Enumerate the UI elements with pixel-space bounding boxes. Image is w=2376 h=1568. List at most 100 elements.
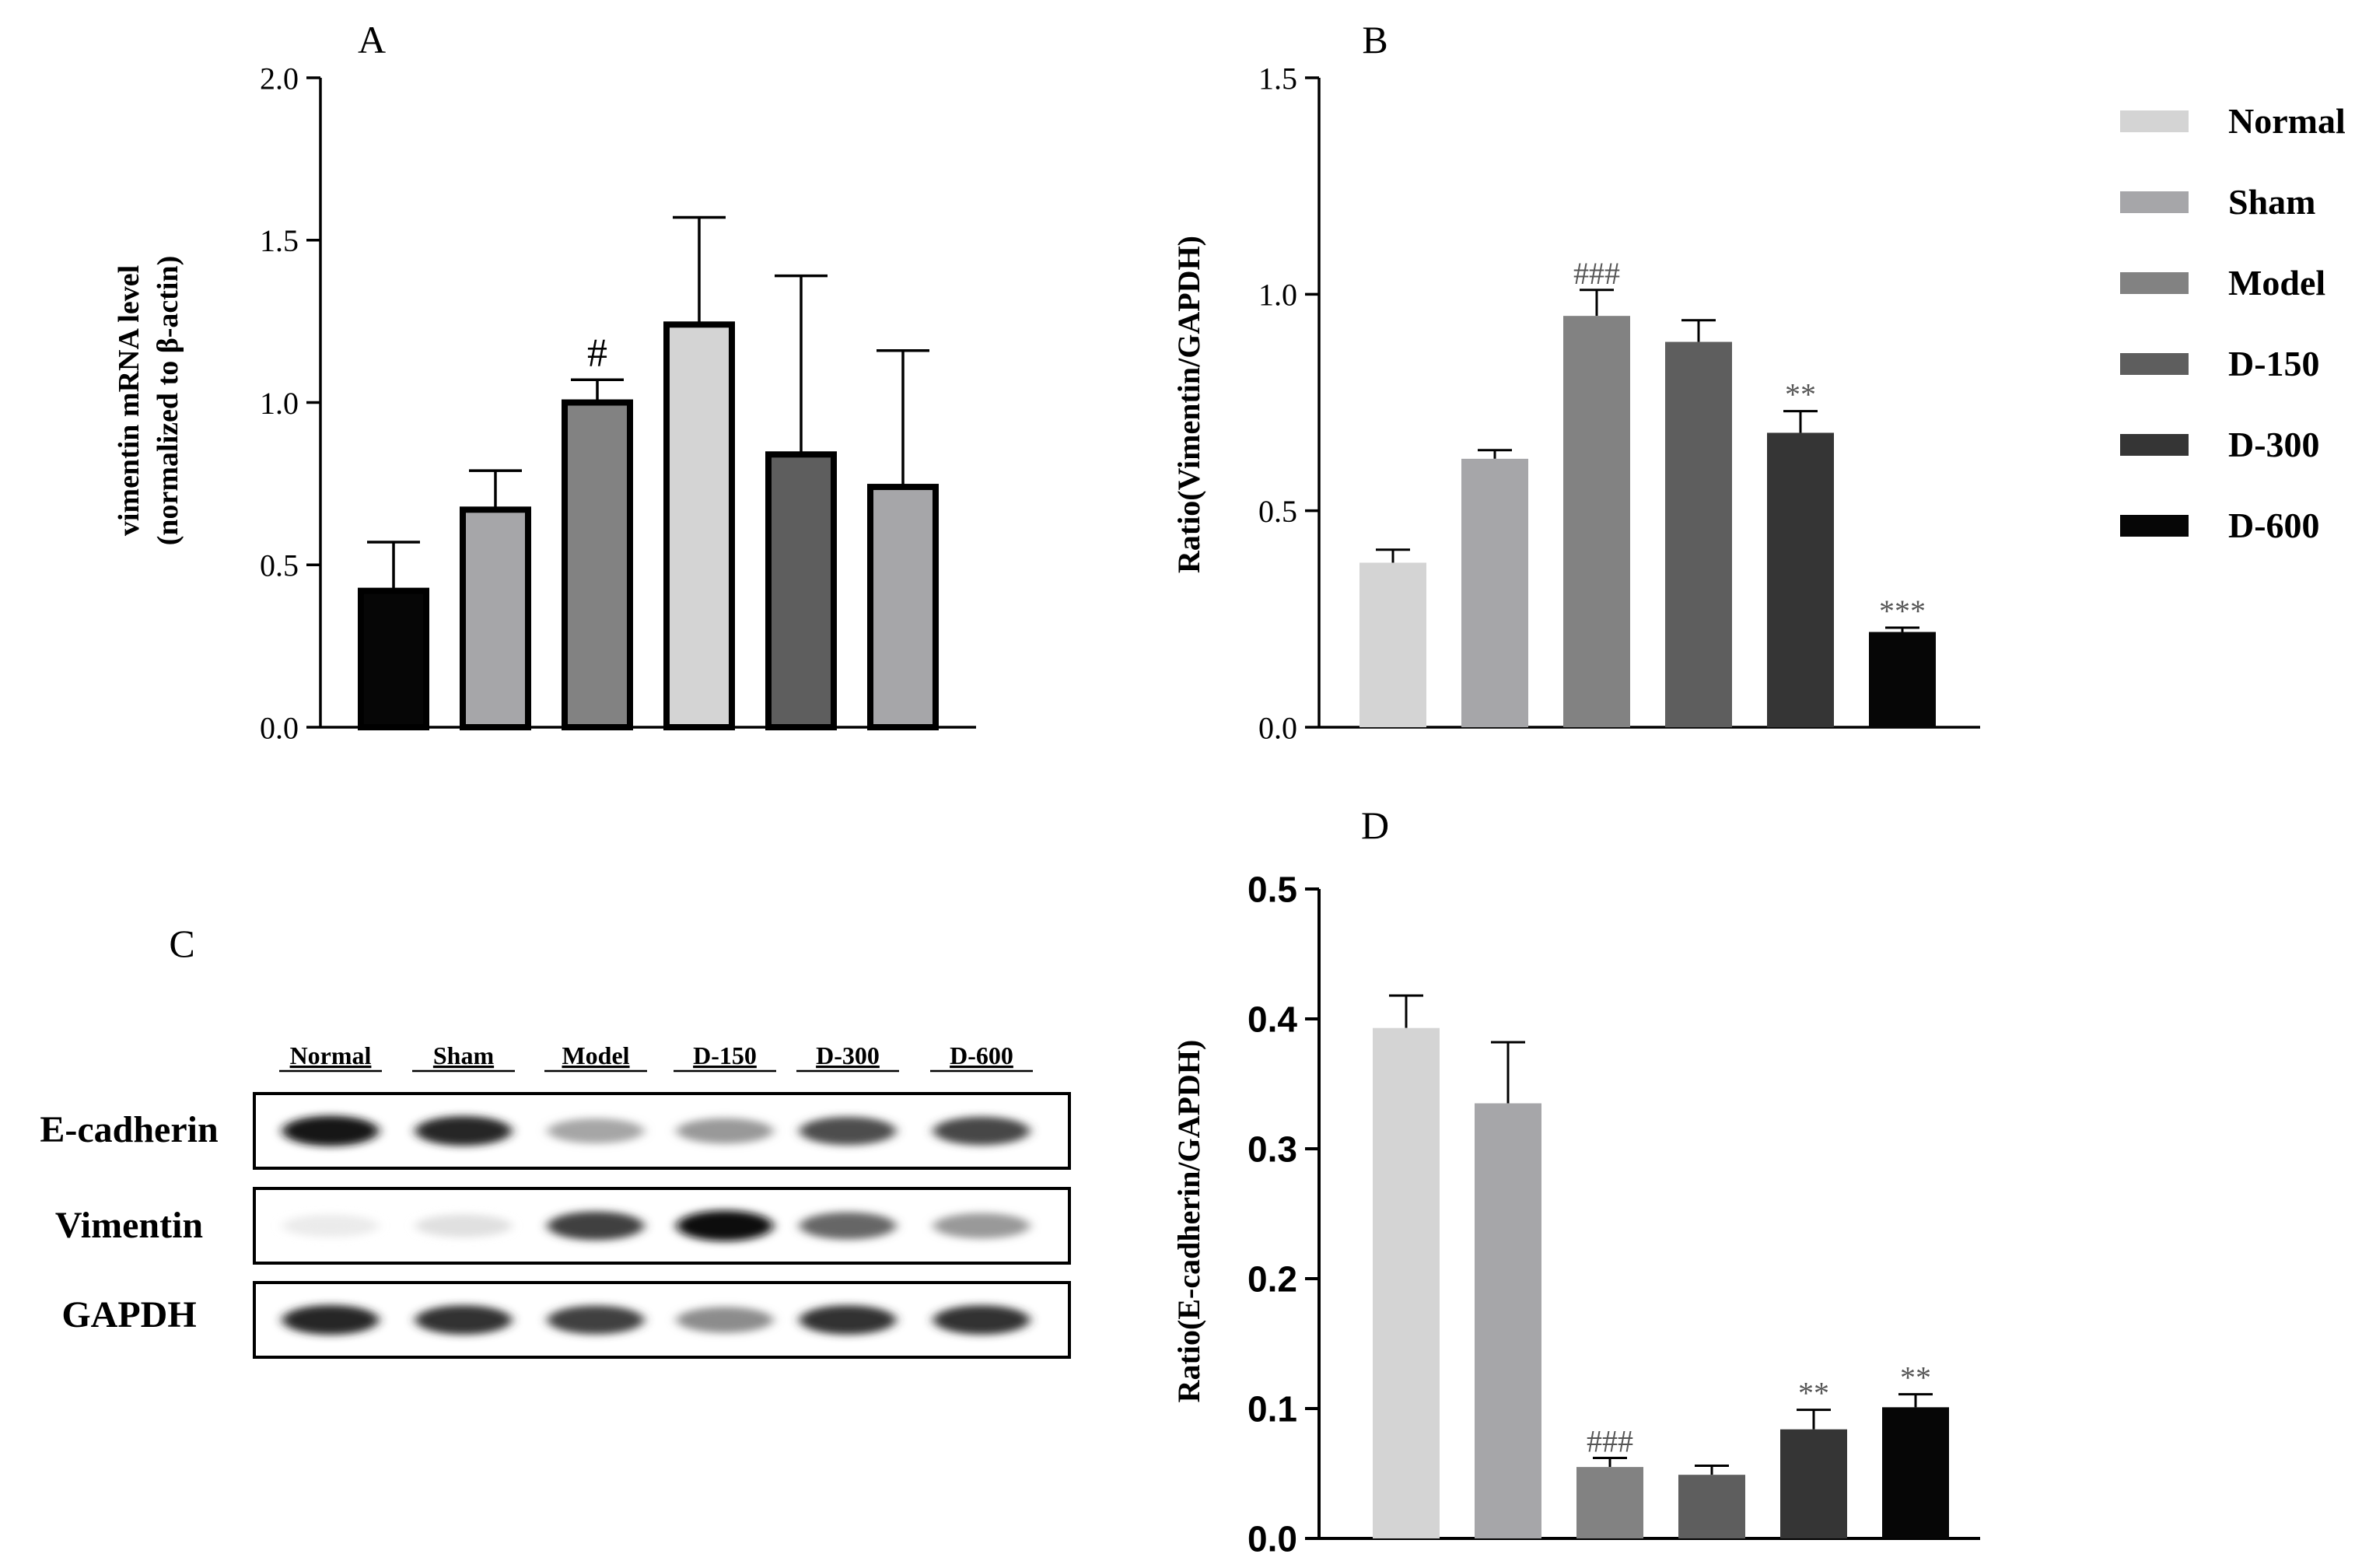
bar	[1461, 458, 1528, 727]
significance-label: **	[1798, 1376, 1829, 1411]
blot-row-label: Vimentin	[55, 1205, 203, 1246]
bar	[1665, 341, 1732, 727]
blot-lane-label: Model	[562, 1041, 629, 1069]
bar	[663, 321, 735, 730]
legend-label: D-600	[2228, 506, 2320, 545]
blot-lane-label: Normal	[290, 1041, 372, 1069]
blot-lane-label: D-600	[950, 1041, 1013, 1069]
legend-swatch	[2120, 353, 2189, 375]
bar	[765, 451, 837, 730]
y-tick-label: 1.0	[260, 386, 299, 421]
bar	[1767, 432, 1834, 727]
legend-label: D-150	[2228, 344, 2320, 383]
bar	[1563, 316, 1630, 728]
y-tick-label: 0.0	[1247, 1519, 1297, 1559]
blot-band	[677, 1307, 773, 1333]
blot-band	[415, 1214, 512, 1237]
legend-swatch	[2120, 191, 2189, 213]
panel-label-b: B	[1362, 18, 1387, 61]
y-tick-label: 1.0	[1258, 278, 1297, 313]
panel-a: A vimentin mRNA level (normalized to β-a…	[113, 18, 976, 745]
blot-band	[677, 1210, 773, 1241]
legend-swatch	[2120, 434, 2189, 456]
y-tick-label: 0.0	[1258, 710, 1297, 745]
bar	[1882, 1407, 1949, 1538]
panel-label-c: C	[169, 922, 194, 965]
blot-lane-label: Sham	[433, 1041, 495, 1069]
legend: Normal Sham Model D-150 D-300 D-600	[2120, 101, 2346, 545]
blot-band	[548, 1305, 644, 1335]
bar	[1869, 632, 1936, 727]
significance-label: ###	[1573, 256, 1620, 291]
significance-label: ***	[1879, 593, 1926, 628]
bar	[1359, 562, 1426, 727]
significance-label: #	[587, 331, 607, 375]
bar	[1373, 1027, 1440, 1538]
blot-band	[548, 1118, 644, 1144]
legend-swatch	[2120, 110, 2189, 132]
y-tick-label: 2.0	[260, 61, 299, 96]
panel-label-a: A	[358, 18, 386, 61]
y-tick-label: 0.5	[1247, 870, 1297, 910]
significance-label: ###	[1587, 1423, 1633, 1458]
significance-label: **	[1785, 377, 1816, 412]
blot-band	[800, 1116, 896, 1146]
y-axis-label-a-line1: vimentin mRNA level	[113, 265, 145, 536]
legend-label: Model	[2228, 263, 2325, 303]
y-axis-label-a-line2: (normalized to β-actin)	[152, 256, 184, 546]
blot-lane-labels: Normal Sham Model D-150 D-300 D-600	[279, 1041, 1033, 1073]
blot-band	[282, 1115, 379, 1146]
blot-band	[548, 1211, 644, 1241]
legend-label: Normal	[2228, 101, 2346, 141]
legend-swatch	[2120, 272, 2189, 294]
bar	[867, 484, 939, 730]
blot-band	[800, 1305, 896, 1335]
y-axis-label-b: Ratio(Vimentin/GAPDH)	[1171, 236, 1206, 573]
blot-row-label: GAPDH	[61, 1294, 196, 1335]
y-tick-label: 0.5	[260, 548, 299, 583]
legend-label: D-300	[2228, 425, 2320, 464]
bars-b: ###*****	[1359, 256, 1936, 728]
y-tick-label: 0.4	[1247, 999, 1297, 1040]
bar	[1475, 1103, 1541, 1538]
blot-row-label: E-cadherin	[40, 1109, 218, 1150]
blot-band	[677, 1118, 773, 1144]
bar	[1678, 1475, 1745, 1538]
y-tick-label: 1.5	[1258, 61, 1297, 96]
y-tick-label: 0.5	[1258, 494, 1297, 529]
blot-band	[933, 1116, 1030, 1146]
blot-band	[800, 1212, 896, 1240]
blot-band	[415, 1305, 512, 1335]
blot-rows: E-cadherin Vimentin GAPDH	[40, 1092, 1071, 1359]
bar	[358, 587, 429, 731]
axes-b: 0.0 0.5 1.0 1.5	[1258, 61, 1980, 745]
y-tick-label: 0.2	[1247, 1259, 1297, 1300]
y-tick-label: 0.3	[1247, 1129, 1297, 1170]
blot-band	[933, 1213, 1030, 1239]
blot-band	[282, 1214, 379, 1237]
panel-d: D Ratio(E-cadherin/GAPDH) 0.0 0.1 0.2 0.3 0.…	[1171, 803, 1980, 1559]
y-axis-label-d: Ratio(E-cadherin/GAPDH)	[1171, 1040, 1206, 1403]
bars-a: #	[358, 215, 939, 731]
bar	[562, 399, 633, 730]
panel-label-d: D	[1361, 803, 1389, 847]
panel-c: C Normal Sham Model D-150 D-300 D-600 E-cadhe…	[40, 922, 1071, 1359]
bar	[1576, 1467, 1643, 1538]
blot-band	[933, 1305, 1030, 1335]
legend-label: Sham	[2228, 182, 2315, 222]
bar	[1780, 1429, 1847, 1538]
y-tick-label: 0.0	[260, 710, 299, 745]
blot-lane-label: D-150	[693, 1041, 757, 1069]
legend-swatch	[2120, 515, 2189, 537]
blot-band	[282, 1304, 379, 1335]
blot-band	[415, 1115, 512, 1146]
bar	[460, 506, 531, 731]
y-tick-label: 1.5	[260, 223, 299, 258]
significance-label: **	[1900, 1360, 1931, 1395]
panel-b: B Ratio(Vimentin/GAPDH) 0.0 0.5 1.0 1.5 ###…	[1171, 18, 1980, 745]
bars-d: ### ** **	[1373, 994, 1949, 1538]
axes-a: 0.0 0.5 1.0 1.5 2.0	[260, 61, 976, 745]
blot-lane-label: D-300	[816, 1041, 880, 1069]
y-tick-label: 0.1	[1247, 1389, 1297, 1430]
